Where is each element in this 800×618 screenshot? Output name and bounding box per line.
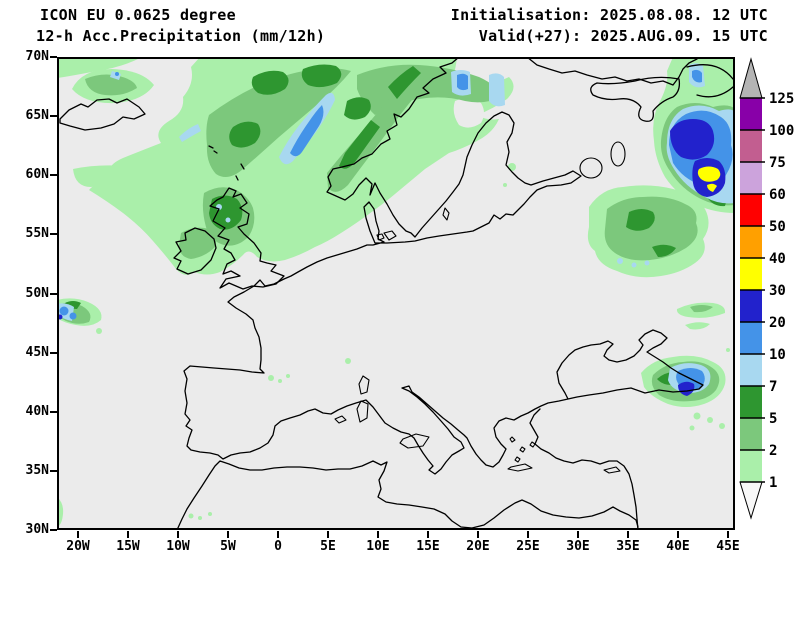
lon-tick-mark bbox=[677, 531, 679, 538]
lat-tick-mark bbox=[50, 351, 57, 354]
legend-color-segment bbox=[740, 354, 762, 386]
map-frame bbox=[57, 57, 735, 530]
lon-tick-label: 20W bbox=[66, 539, 90, 554]
lat-tick-label: 30N bbox=[25, 522, 49, 537]
lon-tick-label: 10E bbox=[366, 539, 390, 554]
lon-tick-label: 5W bbox=[220, 539, 236, 554]
legend-value-label: 100 bbox=[769, 123, 794, 139]
model-title: ICON EU 0.0625 degree bbox=[40, 6, 236, 24]
lon-tick-label: 30E bbox=[566, 539, 590, 554]
map-panel bbox=[57, 57, 735, 530]
legend-value-label: 75 bbox=[769, 155, 786, 171]
lon-tick-mark bbox=[77, 531, 79, 538]
lon-tick-mark bbox=[577, 531, 579, 538]
legend-value-label: 20 bbox=[769, 315, 786, 331]
legend-value-label: 1 bbox=[769, 475, 777, 491]
lon-tick-mark bbox=[377, 531, 379, 538]
lat-tick-label: 55N bbox=[25, 226, 49, 242]
lon-tick-mark bbox=[477, 531, 479, 538]
lat-tick-mark bbox=[50, 469, 57, 472]
lat-tick-mark bbox=[50, 529, 57, 531]
lon-tick-mark bbox=[427, 531, 429, 538]
legend-over-range-arrow bbox=[739, 57, 763, 99]
precip-layer-dark-blue bbox=[57, 119, 726, 396]
lat-tick-mark bbox=[50, 233, 57, 236]
lat-tick-label: 35N bbox=[25, 462, 49, 478]
precip-layer-yellow bbox=[697, 166, 721, 192]
lat-tick-mark bbox=[50, 292, 57, 295]
legend-value-label: 5 bbox=[769, 411, 777, 427]
lon-tick-label: 35E bbox=[616, 539, 640, 554]
lat-tick-label: 70N bbox=[25, 49, 49, 64]
legend-color-segment bbox=[740, 258, 762, 290]
legend-color-segment bbox=[740, 450, 762, 482]
coastlines bbox=[59, 57, 734, 530]
legend-value-label: 60 bbox=[769, 187, 786, 203]
legend-value-label: 30 bbox=[769, 283, 786, 299]
legend-color-segment bbox=[740, 418, 762, 450]
legend-color-segment bbox=[740, 98, 762, 130]
lat-tick-mark bbox=[50, 56, 57, 58]
product-title: 12-h Acc.Precipitation (mm/12h) bbox=[36, 27, 326, 45]
lon-tick-mark bbox=[327, 531, 329, 538]
lat-tick-label: 50N bbox=[25, 285, 49, 301]
legend-value-label: 50 bbox=[769, 219, 786, 235]
legend-color-segment bbox=[740, 194, 762, 226]
lon-tick-label: 10W bbox=[166, 539, 190, 554]
precip-layer-dark-green bbox=[65, 64, 728, 385]
legend-color-segment bbox=[740, 290, 762, 322]
lon-tick-mark bbox=[227, 531, 229, 538]
legend-value-label: 7 bbox=[769, 379, 777, 395]
legend-value-label: 10 bbox=[769, 347, 786, 363]
lat-tick-mark bbox=[50, 174, 57, 177]
legend-value-label: 40 bbox=[769, 251, 786, 267]
legend-value-label: 2 bbox=[769, 443, 777, 459]
lon-tick-mark bbox=[277, 531, 279, 538]
lon-tick-mark bbox=[127, 531, 129, 538]
lat-tick-label: 65N bbox=[25, 108, 49, 124]
legend-under-range-arrow bbox=[739, 481, 763, 520]
lon-tick-label: 40E bbox=[666, 539, 690, 554]
legend-color-segment bbox=[740, 162, 762, 194]
lon-tick-mark bbox=[727, 531, 729, 538]
lon-tick-label: 20E bbox=[466, 539, 490, 554]
initialisation-time: Initialisation: 2025.08.08. 12 UTC bbox=[450, 6, 768, 24]
legend-value-label: 125 bbox=[769, 91, 794, 107]
legend-color-segment bbox=[740, 130, 762, 162]
lon-tick-mark bbox=[527, 531, 529, 538]
lon-tick-label: 15W bbox=[116, 539, 140, 554]
lon-tick-label: 15E bbox=[416, 539, 440, 554]
lon-tick-label: 25E bbox=[516, 539, 540, 554]
lon-tick-label: 45E bbox=[716, 539, 740, 554]
lat-tick-mark bbox=[50, 410, 57, 413]
legend-color-segment bbox=[740, 386, 762, 418]
lon-tick-label: 0 bbox=[274, 539, 282, 554]
lon-tick-mark bbox=[177, 531, 179, 538]
lat-tick-mark bbox=[50, 115, 57, 118]
legend-color-segment bbox=[740, 322, 762, 354]
lon-tick-label: 5E bbox=[320, 539, 336, 554]
legend-color-segment bbox=[740, 226, 762, 258]
lon-tick-mark bbox=[627, 531, 629, 538]
lat-tick-label: 45N bbox=[25, 344, 49, 360]
lat-tick-label: 60N bbox=[25, 167, 49, 183]
lat-tick-label: 40N bbox=[25, 403, 49, 419]
valid-time: Valid(+27): 2025.AUG.09. 15 UTC bbox=[478, 27, 768, 45]
